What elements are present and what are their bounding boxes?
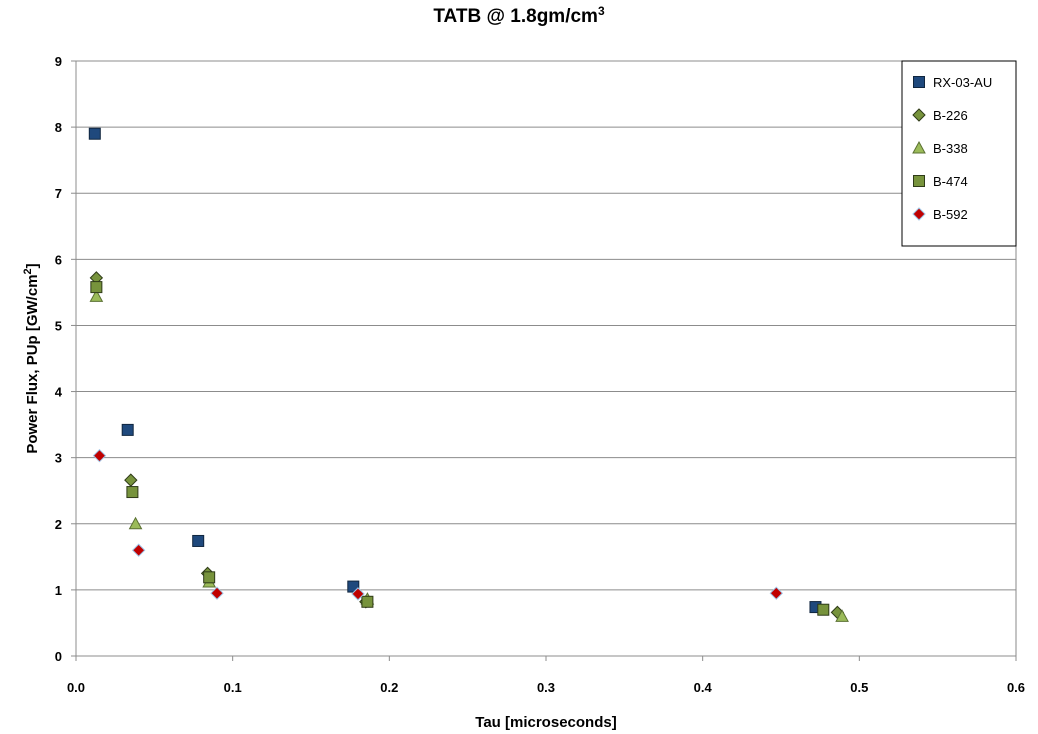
plot-area <box>75 60 1017 657</box>
x-tick-label: 0.2 <box>380 680 398 695</box>
x-tick-label: 0.0 <box>67 680 85 695</box>
y-tick-label: 3 <box>55 451 62 466</box>
x-tick-label: 0.1 <box>224 680 242 695</box>
legend-marker-rx-03-au <box>913 76 925 88</box>
data-point <box>817 603 830 616</box>
x-axis-title: Tau [microseconds] <box>475 714 616 731</box>
y-tick-label: 5 <box>55 318 62 333</box>
data-point <box>835 609 849 622</box>
y-tick-label: 6 <box>55 252 62 267</box>
chart-title-superscript: 3 <box>598 4 605 18</box>
data-point <box>210 586 224 600</box>
data-point <box>90 281 103 294</box>
y-axis-title-suffix: ] <box>24 263 41 268</box>
legend-label-b-226: B-226 <box>933 108 968 123</box>
data-point <box>92 448 107 463</box>
data-point <box>131 543 146 557</box>
data-point <box>192 534 205 547</box>
y-tick-label: 8 <box>55 120 62 135</box>
legend-marker-b-474 <box>913 175 925 187</box>
data-point <box>361 595 374 608</box>
legend-label-rx-03-au: RX-03-AU <box>933 75 992 90</box>
legend-label-b-592: B-592 <box>933 207 968 222</box>
y-tick-label: 2 <box>55 517 62 532</box>
data-point <box>126 486 139 499</box>
series-rx-03-au <box>88 127 822 614</box>
chart-title: TATB @ 1.8gm/cm3 <box>433 4 605 27</box>
legend-label-b-338: B-338 <box>933 141 968 156</box>
data-point <box>203 571 216 584</box>
data-point <box>128 516 143 530</box>
legend-marker-b-338 <box>912 140 926 154</box>
y-axis-ticks: 0 1 2 3 4 5 6 7 8 9 <box>55 54 76 664</box>
x-tick-label: 0.4 <box>694 680 713 695</box>
legend: RX-03-AU B-226 B-338 B-474 B-592 <box>901 60 1017 247</box>
data-point <box>351 587 365 601</box>
data-point <box>769 586 784 600</box>
data-points <box>88 127 849 622</box>
y-tick-label: 4 <box>55 385 63 400</box>
y-tick-label: 0 <box>55 649 62 664</box>
x-axis-ticks: 0.0 0.1 0.2 0.3 0.4 0.5 0.6 <box>67 656 1025 695</box>
y-axis-title-superscript: 2 <box>22 268 34 274</box>
x-tick-label: 0.5 <box>850 680 868 695</box>
legend-marker-b-226 <box>912 108 926 122</box>
series-b-474 <box>90 281 830 616</box>
y-tick-label: 9 <box>55 54 62 69</box>
data-point <box>89 289 104 302</box>
y-axis-title: Power Flux, PUp [GW/cm2] <box>22 263 41 453</box>
x-tick-label: 0.3 <box>537 680 555 695</box>
legend-label-b-474: B-474 <box>933 174 968 189</box>
y-tick-label: 7 <box>55 186 62 201</box>
data-point <box>88 127 101 140</box>
y-axis-title-main: Power Flux, PUp [GW/cm <box>24 274 41 453</box>
series-b-592 <box>92 448 784 601</box>
data-point <box>121 423 134 436</box>
x-tick-label: 0.6 <box>1007 680 1025 695</box>
chart-title-main: TATB @ 1.8gm/cm <box>433 6 598 27</box>
legend-marker-b-592 <box>912 207 926 221</box>
y-tick-label: 1 <box>55 583 62 598</box>
